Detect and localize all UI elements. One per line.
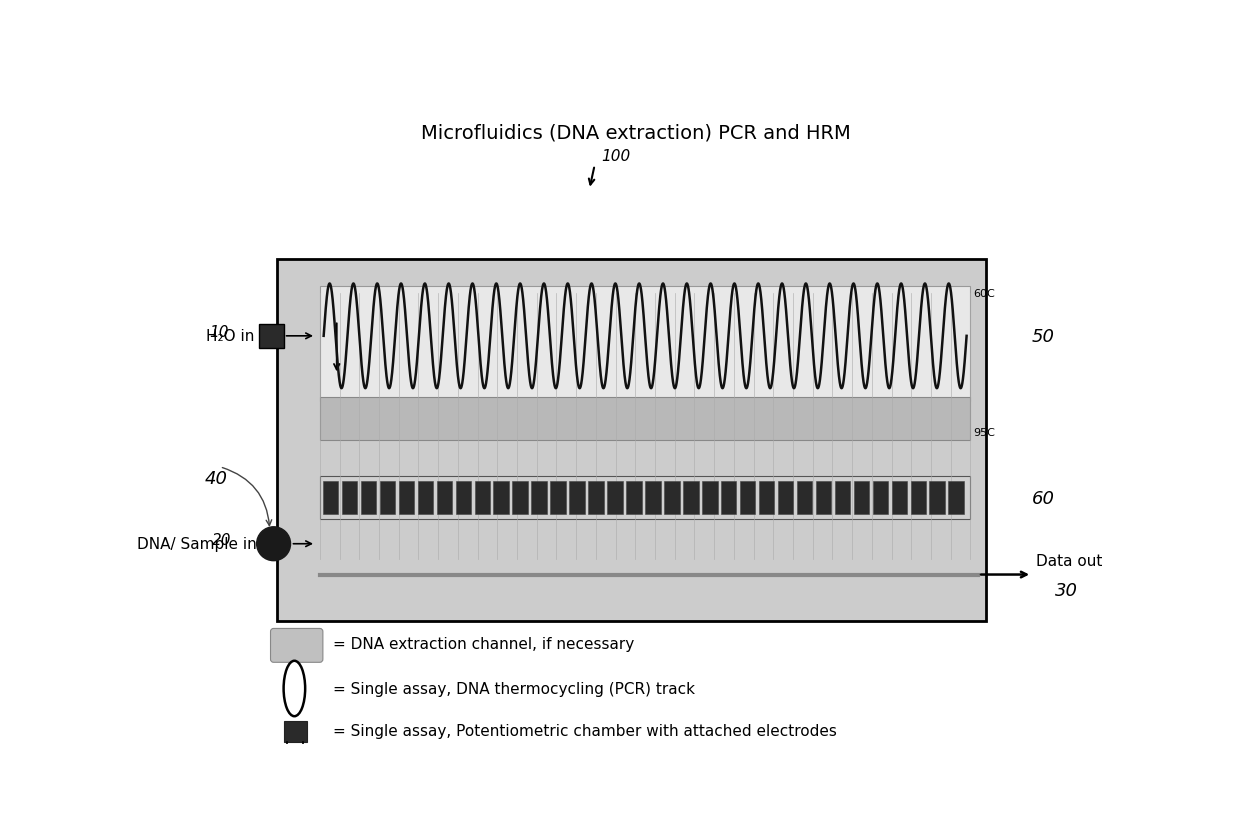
Text: 40: 40 (205, 470, 227, 487)
Text: DNA/ Sample in: DNA/ Sample in (136, 537, 257, 552)
Bar (379, 481, 396, 515)
Bar (797, 481, 812, 515)
Bar (720, 481, 737, 515)
Ellipse shape (284, 661, 305, 716)
Bar (645, 481, 661, 515)
Bar (665, 481, 680, 515)
Bar (759, 481, 775, 515)
Bar (551, 481, 565, 515)
Bar (284, 721, 306, 742)
Text: Microfluidics (DNA extraction) PCR and HRM: Microfluidics (DNA extraction) PCR and H… (420, 123, 851, 142)
Bar (949, 481, 963, 515)
Text: 60: 60 (1032, 489, 1055, 507)
Text: 20: 20 (212, 533, 231, 548)
Bar (399, 481, 414, 515)
Bar (930, 481, 945, 515)
Text: = Single assay, DNA thermocycling (PCR) track: = Single assay, DNA thermocycling (PCR) … (332, 681, 694, 696)
Bar (892, 481, 908, 515)
Bar (259, 324, 284, 349)
Bar (626, 481, 642, 515)
Bar (322, 481, 339, 515)
Text: 30: 30 (1055, 581, 1078, 599)
Text: H₂O in: H₂O in (206, 329, 254, 344)
Text: = DNA extraction channel, if necessary: = DNA extraction channel, if necessary (332, 636, 634, 651)
Bar (320, 287, 971, 402)
Bar (702, 481, 718, 515)
Bar (532, 481, 547, 515)
Text: 60C: 60C (972, 289, 994, 299)
Bar (853, 481, 869, 515)
Bar (475, 481, 490, 515)
Bar (278, 259, 986, 621)
Bar (683, 481, 698, 515)
Bar (873, 481, 888, 515)
Text: 95C: 95C (972, 427, 994, 437)
Bar (740, 481, 755, 515)
FancyBboxPatch shape (270, 629, 322, 662)
Text: = Single assay, Potentiometric chamber with attached electrodes: = Single assay, Potentiometric chamber w… (332, 722, 837, 737)
Bar (608, 481, 622, 515)
Bar (777, 481, 794, 515)
Text: 100: 100 (601, 149, 630, 163)
Bar (342, 481, 357, 515)
Bar (320, 398, 971, 441)
Bar (418, 481, 433, 515)
Text: 10: 10 (210, 325, 229, 340)
Text: Data out: Data out (1035, 553, 1102, 568)
Bar (436, 481, 453, 515)
Text: 50: 50 (1032, 328, 1055, 345)
Bar (320, 477, 971, 519)
Bar (835, 481, 851, 515)
Bar (588, 481, 604, 515)
Bar (361, 481, 376, 515)
Bar (512, 481, 528, 515)
Bar (910, 481, 926, 515)
Bar (569, 481, 585, 515)
Bar (816, 481, 831, 515)
Circle shape (257, 528, 290, 561)
Bar (494, 481, 510, 515)
Bar (455, 481, 471, 515)
